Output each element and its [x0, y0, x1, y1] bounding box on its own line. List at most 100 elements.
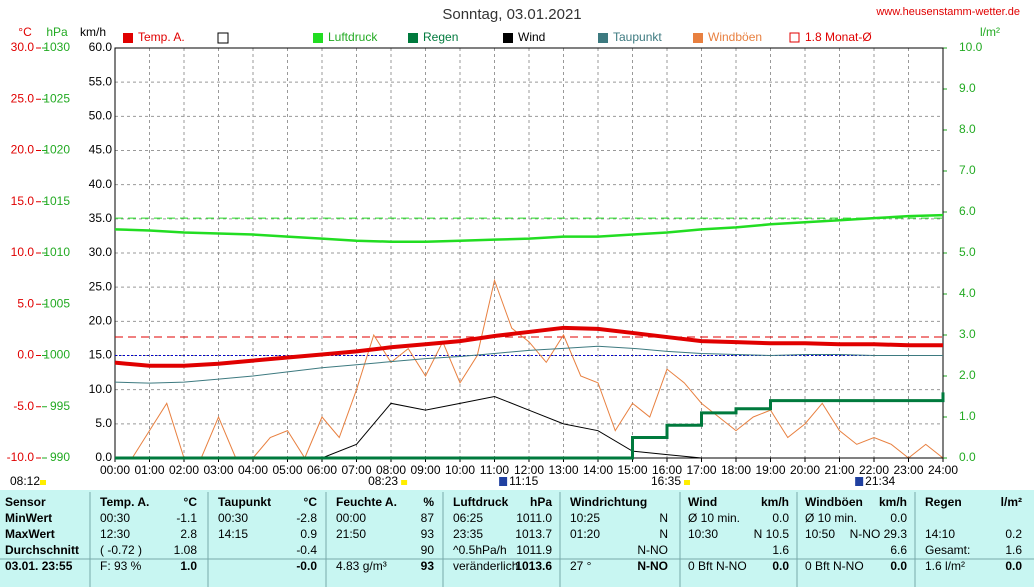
y2-tick-label: 1.0	[959, 409, 976, 423]
legend-empty-box	[217, 32, 229, 44]
series-line	[114, 325, 943, 368]
x-tick-label: 00:00	[100, 463, 130, 477]
pressure-tick-label: 1025	[43, 91, 70, 105]
annotation-label: 16:35	[651, 474, 681, 488]
y-tick-label: 5.0	[95, 416, 112, 430]
legend-swatch	[598, 33, 608, 43]
table-cell: 4.83 g/m³	[336, 559, 387, 573]
x-tick-label: 03:00	[203, 463, 233, 477]
x-tick-label: 24:00	[928, 463, 958, 477]
table-cell: 14:15	[218, 527, 248, 541]
pressure-tick-label: 1000	[43, 348, 70, 362]
legend-label: Taupunkt	[613, 30, 662, 44]
annotation-label: 21:34	[865, 474, 895, 488]
table-header: Temp. A.	[100, 495, 149, 509]
table-cell: 93	[421, 527, 435, 541]
pressure-tick-label: 1030	[43, 40, 70, 54]
y-tick-label: 15.0	[89, 348, 113, 362]
table-cell: 23:35	[453, 527, 483, 541]
x-tick-label: 21:00	[824, 463, 854, 477]
table-header: Luftdruck	[453, 495, 509, 509]
table-cell: 0.9	[300, 527, 317, 541]
x-tick-label: 19:00	[755, 463, 785, 477]
y2-tick-label: 6.0	[959, 204, 976, 218]
legend-label: Temp. A.	[138, 30, 185, 44]
table-cell: 21:50	[336, 527, 366, 541]
table-cell: 10:30	[688, 527, 718, 541]
y2-tick-label: 3.0	[959, 327, 976, 341]
legend-swatch	[693, 33, 703, 43]
table-header: km/h	[761, 495, 789, 509]
table-cell: 12:30	[100, 527, 130, 541]
y2-tick-label: 5.0	[959, 245, 976, 259]
pressure-tick-label: 1015	[43, 194, 70, 208]
background	[0, 0, 1034, 490]
series-line	[115, 392, 945, 460]
y-tick-label: 55.0	[89, 74, 113, 88]
table-header: Feuchte A.	[336, 495, 397, 509]
table-cell: 10:50	[805, 527, 835, 541]
chart-title: Sonntag, 03.01.2021	[442, 6, 581, 23]
pressure-tick-label: 1005	[43, 296, 70, 310]
x-tick-label: 08:00	[376, 463, 406, 477]
x-tick-label: 09:00	[410, 463, 440, 477]
table-cell: MinWert	[5, 511, 52, 525]
x-tick-label: 02:00	[169, 463, 199, 477]
legend-label: 1.8 Monat-Ø	[805, 30, 872, 44]
table-cell: 0 Bft N-NO	[688, 559, 747, 573]
x-tick-label: 14:00	[583, 463, 613, 477]
pressure-tick-label: 995	[50, 399, 70, 413]
table-cell: 03.01. 23:55	[5, 559, 73, 573]
table-cell: 1011.9	[516, 543, 552, 557]
x-tick-label: 20:00	[790, 463, 820, 477]
temp-tick-label: -5.0	[13, 399, 34, 413]
table-cell: 6.6	[890, 543, 907, 557]
pressure-tick-label: 1010	[43, 245, 70, 259]
table-cell: 1.0	[180, 559, 197, 573]
table-cell: 0.0	[890, 559, 907, 573]
table-cell: ( -0.72 )	[100, 543, 142, 557]
y2-tick-label: 4.0	[959, 286, 976, 300]
legend-swatch	[313, 33, 323, 43]
y2-tick-label: 10.0	[959, 40, 983, 54]
table-cell: 27 °	[570, 559, 592, 573]
legend-swatch	[408, 33, 418, 43]
y-tick-label: 25.0	[89, 279, 113, 293]
x-tick-label: 16:00	[652, 463, 682, 477]
y-tick-label: 20.0	[89, 314, 113, 328]
x-tick-label: 18:00	[721, 463, 751, 477]
legend-label: Regen	[423, 30, 458, 44]
table-cell: 00:00	[336, 511, 366, 525]
moon-marker	[855, 477, 864, 486]
temp-tick-label: 5.0	[17, 296, 34, 310]
y-tick-label: 45.0	[89, 143, 113, 157]
y-tick-label: 35.0	[89, 211, 113, 225]
table-cell: 0.0	[772, 559, 789, 573]
pressure-tick-label: 990	[50, 450, 70, 464]
table-cell: 01:20	[570, 527, 600, 541]
table-header: Taupunkt	[218, 495, 271, 509]
table-header: hPa	[530, 495, 552, 509]
temp-tick-label: 25.0	[11, 91, 35, 105]
x-tick-label: 23:00	[893, 463, 923, 477]
x-tick-label: 11:00	[480, 463, 509, 477]
temp-tick-label: 30.0	[11, 40, 35, 54]
x-tick-label: 04:00	[238, 463, 268, 477]
legend-swatch	[503, 33, 513, 43]
table-header: km/h	[879, 495, 907, 509]
legend-label: Luftdruck	[328, 30, 378, 44]
table-cell: Durchschnitt	[5, 543, 79, 557]
temp-axis-title: °C	[18, 25, 32, 39]
table-header: °C	[184, 495, 198, 509]
table-cell: 00:30	[100, 511, 130, 525]
table-cell: 93	[421, 559, 435, 573]
x-tick-label: 06:00	[307, 463, 337, 477]
table-cell: 1013.6	[515, 559, 552, 573]
table-cell: F: 93 %	[100, 559, 142, 573]
pressure-axis-title: hPa	[46, 25, 68, 39]
table-cell: 1013.7	[515, 527, 552, 541]
annotation-label: 08:23	[368, 474, 398, 488]
y-tick-label: 0.0	[95, 450, 112, 464]
